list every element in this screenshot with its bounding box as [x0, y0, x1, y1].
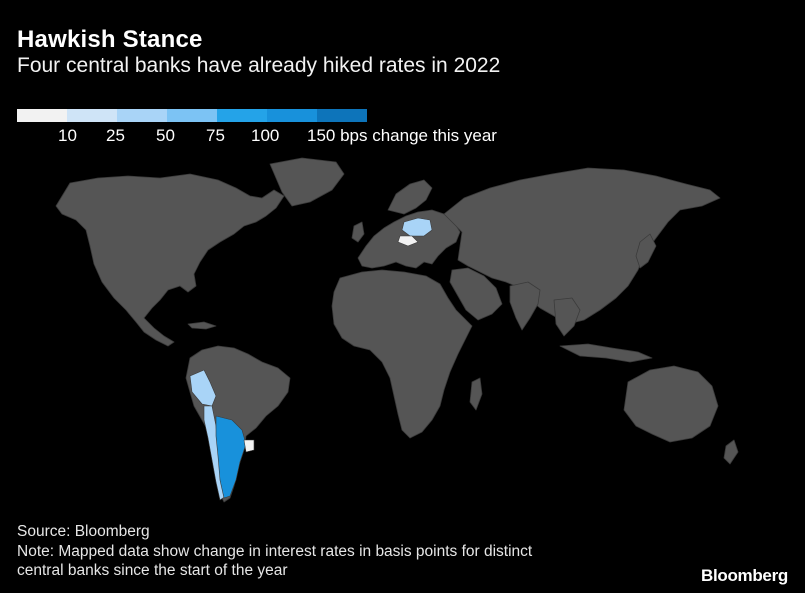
peru-region [189, 369, 217, 407]
africa [331, 269, 473, 439]
japan [635, 233, 657, 269]
legend-swatch-10 [67, 109, 117, 122]
legend-swatch-150 [317, 109, 367, 122]
legend-label-150: 150 bps change this year [307, 126, 497, 145]
world-map [55, 157, 739, 503]
uk [351, 221, 365, 243]
bloomberg-logo: Bloomberg [700, 566, 788, 585]
color-scale-legend [17, 109, 367, 122]
legend-swatch-0 [17, 109, 67, 122]
legend-label-75: 75 [206, 126, 225, 145]
legend-label-25: 25 [106, 126, 125, 145]
southeast-asia [553, 297, 581, 337]
legend-labels: 10 25 50 75 100 150 bps change this year [17, 126, 577, 148]
india [509, 281, 541, 331]
north-america [55, 173, 285, 347]
scandinavia [387, 179, 433, 215]
legend-label-10: 10 [58, 126, 77, 145]
source-note: Source: Bloomberg [17, 523, 150, 540]
indonesia [559, 343, 653, 363]
argentina-region [215, 415, 247, 499]
poland-region [401, 217, 433, 237]
note-line-1: Note: Mapped data show change in interes… [17, 543, 533, 560]
legend-swatch-50 [167, 109, 217, 122]
arabian-peninsula [449, 267, 503, 321]
legend-swatch-75 [217, 109, 267, 122]
legend-label-100: 100 [251, 126, 280, 145]
new-zealand [723, 439, 739, 465]
caribbean-islands [187, 321, 217, 330]
legend-label-50: 50 [156, 126, 175, 145]
legend-swatch-100 [267, 109, 317, 122]
chart-title: Hawkish Stance [17, 26, 203, 53]
chart-subtitle: Four central banks have already hiked ra… [17, 54, 501, 77]
australia [623, 365, 719, 443]
legend-swatch-25 [117, 109, 167, 122]
czech-republic-region [397, 235, 419, 247]
greenland [269, 157, 345, 207]
madagascar [469, 377, 483, 411]
uruguay-region [243, 439, 255, 453]
south-america [185, 345, 291, 503]
note-line-2: central banks since the start of the yea… [17, 562, 288, 579]
